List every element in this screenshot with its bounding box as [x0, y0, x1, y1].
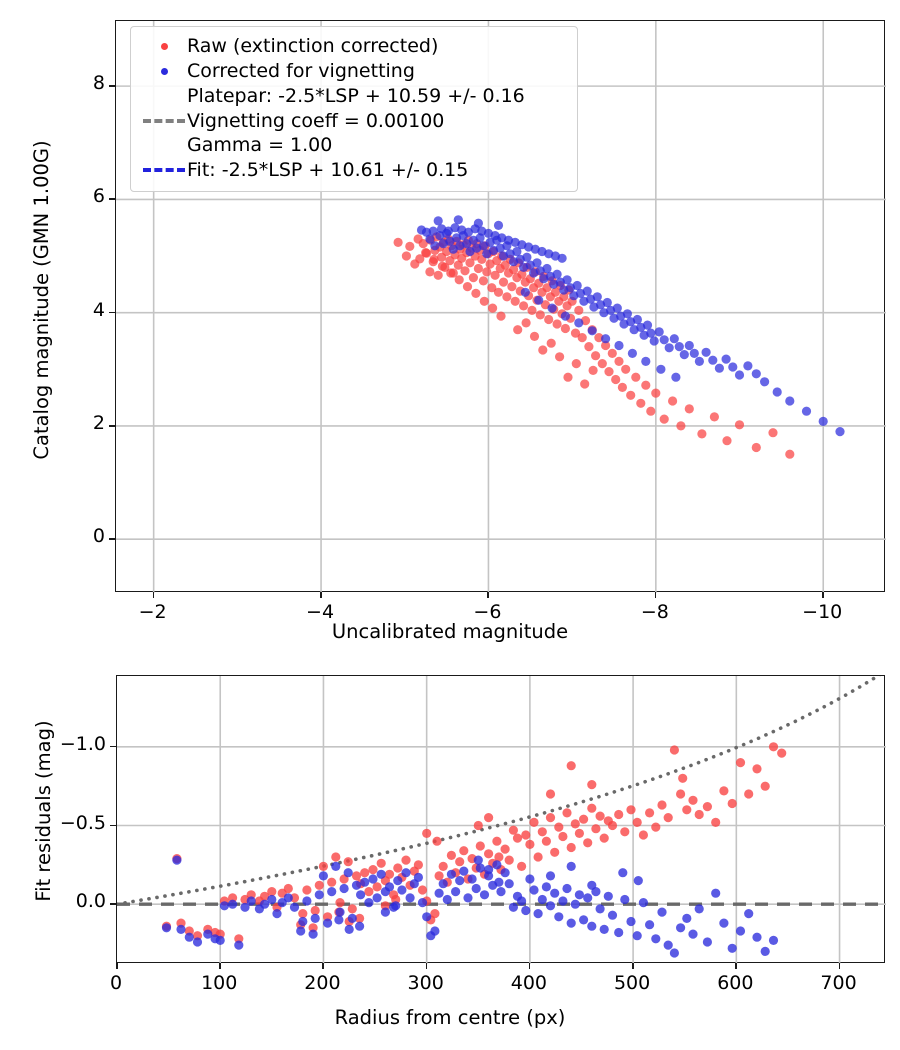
legend-dashed-line-icon — [141, 168, 187, 172]
marker-dot-icon — [160, 43, 168, 50]
xtick-mark — [838, 963, 841, 969]
xtick-label: 500 — [613, 972, 651, 994]
xtick-label: −4 — [306, 601, 335, 623]
legend-item[interactable]: Platepar: -2.5*LSP + 10.59 +/- 0.16 Vign… — [141, 84, 566, 158]
xtick-label: 0 — [109, 972, 123, 994]
dashed-line-icon — [143, 118, 185, 123]
legend-item[interactable]: Raw (extinction corrected) — [141, 34, 566, 59]
ytick-mark — [109, 198, 115, 200]
ytick-mark — [109, 311, 115, 314]
dashed-line-icon — [143, 168, 185, 172]
xtick-mark — [320, 592, 322, 598]
xtick-mark — [219, 963, 221, 969]
xtick-mark — [487, 592, 490, 598]
xtick-mark — [822, 592, 824, 598]
ytick-label: −0.5 — [59, 811, 106, 834]
ytick-mark — [110, 824, 116, 827]
xtick-mark — [116, 963, 118, 969]
xtick-label: 100 — [201, 972, 238, 994]
xtick-mark — [735, 963, 737, 969]
legend-dot-icon — [141, 43, 187, 50]
legend-item[interactable]: Corrected for vignetting — [141, 59, 566, 84]
xtick-label: 300 — [407, 972, 444, 994]
xaxis-label-top: Uncalibrated magnitude — [331, 620, 569, 643]
legend-label: Raw (extinction corrected) — [187, 35, 439, 57]
legend-dashed-line-icon — [141, 118, 187, 123]
legend-label: Platepar: -2.5*LSP + 10.59 +/- 0.16 Vign… — [187, 85, 525, 156]
xtick-mark — [654, 592, 657, 598]
ytick-label: 8 — [92, 72, 105, 95]
legend-label: Fit: -2.5*LSP + 10.61 +/- 0.15 — [187, 158, 469, 181]
xtick-label: 400 — [510, 972, 547, 994]
legend-item[interactable]: Fit: -2.5*LSP + 10.61 +/- 0.15 — [141, 158, 566, 183]
xtick-label: 600 — [717, 972, 754, 994]
plot-area-fit-residuals[interactable] — [116, 675, 886, 964]
xtick-label: −6 — [473, 601, 502, 623]
ytick-label: 2 — [92, 411, 105, 434]
ytick-label: 4 — [92, 298, 105, 321]
xtick-mark — [152, 592, 155, 598]
ytick-mark — [109, 538, 115, 540]
ytick-label: 0 — [92, 525, 105, 548]
xtick-mark — [528, 963, 531, 969]
ytick-mark — [109, 85, 115, 87]
xaxis-label-bottom: Radius from centre (px) — [334, 1006, 566, 1029]
scatter-canvas-fit-residuals — [117, 676, 886, 964]
legend-label: Corrected for vignetting — [187, 60, 415, 82]
marker-dot-icon — [160, 68, 168, 75]
yaxis-label-bottom: Fit residuals (mag) — [32, 720, 55, 902]
legend[interactable]: Raw (extinction corrected) Corrected for … — [130, 26, 578, 192]
xtick-label: −10 — [802, 601, 843, 623]
ytick-label: 6 — [92, 185, 105, 208]
xtick-label: 200 — [304, 972, 341, 994]
ytick-mark — [110, 903, 116, 905]
xtick-label: −2 — [138, 601, 167, 623]
ytick-mark — [109, 424, 115, 427]
xtick-label: −8 — [640, 601, 669, 623]
ytick-mark — [110, 745, 116, 748]
yaxis-label-top: Catalog magnitude (GMN 1.00G) — [30, 140, 53, 460]
ytick-label: 0.0 — [75, 890, 106, 913]
xtick-mark — [632, 963, 634, 969]
xtick-mark — [322, 963, 325, 969]
legend-dot-icon — [141, 68, 187, 75]
xtick-label: 700 — [820, 972, 857, 994]
ytick-label: −1.0 — [59, 732, 106, 755]
xtick-mark — [425, 963, 428, 969]
